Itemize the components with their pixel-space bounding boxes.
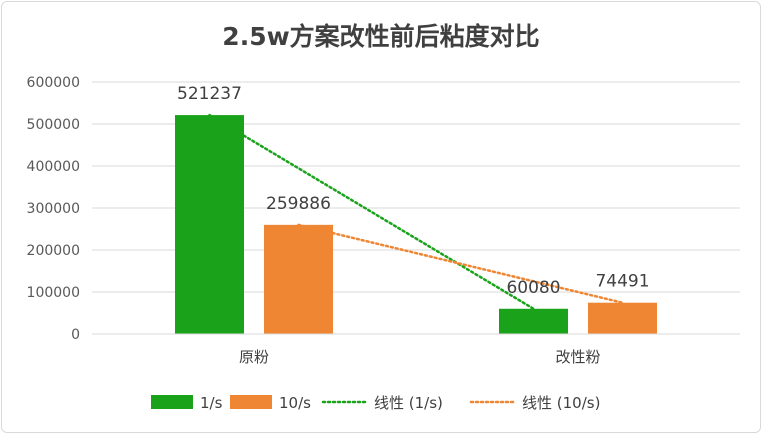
data-label: 521237 — [177, 84, 242, 104]
bar — [588, 302, 657, 334]
bar — [264, 224, 333, 334]
data-labels: 521237 259886 60080 74491 — [177, 84, 650, 298]
legend: 1/s 10/s 线性 (1/s) 线性 (10/s) — [151, 394, 600, 412]
bars — [175, 115, 657, 334]
data-label: 259886 — [266, 194, 331, 214]
legend-swatch — [230, 395, 272, 409]
trendline — [297, 223, 624, 304]
legend-label: 1/s — [200, 394, 223, 412]
trendline — [208, 113, 535, 311]
legend-label: 线性 (10/s) — [522, 394, 600, 412]
y-tick-label: 400000 — [27, 159, 80, 175]
data-label: 74491 — [595, 272, 649, 292]
x-axis: 原粉 改性粉 — [92, 333, 740, 366]
chart-title: 2.5w方案改性前后粘度对比 — [222, 22, 539, 51]
y-tick-label: 200000 — [27, 243, 80, 259]
y-tick-label: 600000 — [27, 75, 80, 91]
y-tick-label: 100000 — [27, 285, 80, 301]
y-tick-label: 500000 — [27, 117, 80, 133]
y-tick-label: 300000 — [27, 201, 80, 217]
legend-label: 10/s — [279, 394, 311, 412]
bar — [499, 308, 568, 334]
data-label: 60080 — [506, 278, 560, 298]
legend-label: 线性 (1/s) — [374, 394, 443, 412]
legend-swatch — [151, 395, 193, 409]
x-tick-label: 原粉 — [239, 348, 269, 366]
trendlines — [208, 113, 624, 311]
y-tick-label: 0 — [71, 327, 80, 343]
bar — [175, 115, 244, 334]
y-axis: 0 100000 200000 300000 400000 500000 600000 — [27, 75, 80, 343]
x-tick-label: 改性粉 — [555, 348, 600, 366]
